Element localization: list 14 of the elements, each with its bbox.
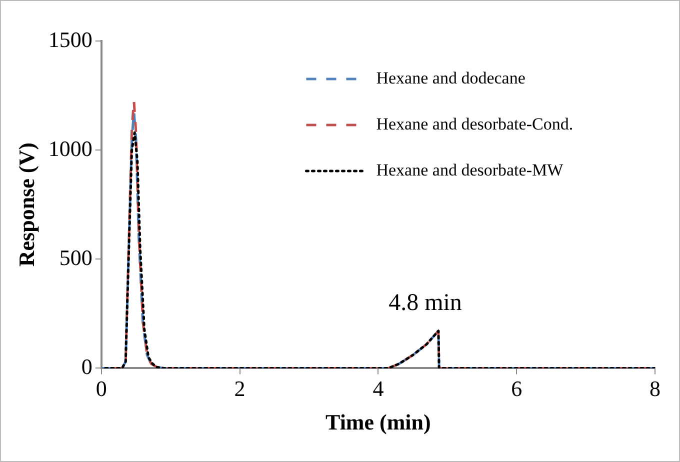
- x-tick-label: 6: [511, 376, 522, 402]
- x-axis-title: Time (min): [326, 409, 431, 434]
- y-tick-label: 1500: [48, 26, 92, 52]
- annotation: 4.8 min: [388, 290, 462, 316]
- y-tick-label: 500: [59, 244, 92, 270]
- y-tick-label: 1000: [48, 136, 92, 161]
- x-tick-label: 2: [234, 376, 246, 402]
- legend-label: Hexane and desorbate-Cond.: [376, 114, 574, 134]
- legend-label: Hexane and dodecane: [376, 68, 526, 88]
- x-tick-label: 8: [650, 376, 660, 402]
- x-tick-label: 4: [372, 376, 384, 402]
- y-tick-label: 0: [81, 354, 92, 379]
- legend-label: Hexane and desorbate-MW: [376, 160, 564, 180]
- y-axis-title: Response (V): [14, 142, 39, 267]
